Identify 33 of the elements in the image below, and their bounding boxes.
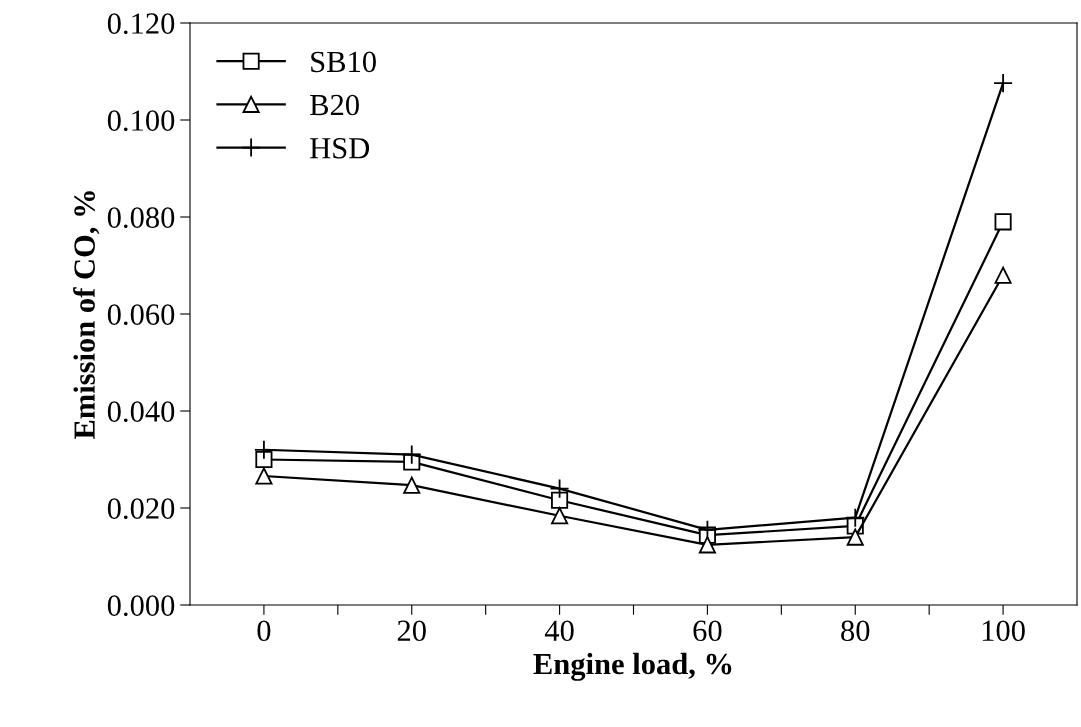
y-tick-label: 0.100 — [107, 110, 175, 132]
y-tick-label: 0.000 — [107, 595, 175, 617]
legend-label: B20 — [310, 94, 359, 116]
x-tick-label: 80 — [841, 620, 870, 642]
point — [993, 73, 1014, 94]
y-tick-label: 0.020 — [107, 498, 175, 520]
point — [845, 507, 866, 528]
point — [255, 467, 273, 485]
point — [994, 266, 1012, 284]
x-tick-label: 100 — [982, 620, 1025, 642]
y-tick-label: 0.080 — [107, 207, 175, 229]
x-tick-label: 0 — [257, 620, 271, 642]
point — [551, 507, 569, 525]
y-tick-label: 0.060 — [107, 304, 175, 326]
point — [255, 450, 273, 469]
point — [994, 213, 1012, 231]
point — [253, 439, 274, 460]
point — [549, 478, 570, 499]
point — [697, 519, 718, 540]
y-tick-label: 0.040 — [107, 401, 175, 423]
x-axis-title: Engine load, % — [533, 652, 732, 681]
y-tick-label: 0.120 — [107, 13, 175, 35]
x-tick-label: 40 — [544, 620, 574, 642]
legend-label: HSD — [310, 138, 370, 159]
x-tick-label: 20 — [397, 620, 426, 642]
point — [401, 444, 422, 465]
point — [698, 536, 716, 554]
legend-label: SB10 — [311, 51, 376, 73]
y-axis-title: Emission of CO, % — [73, 191, 100, 440]
point — [846, 528, 864, 546]
point — [551, 491, 569, 509]
point — [403, 476, 421, 494]
x-tick-label: 60 — [693, 620, 722, 642]
